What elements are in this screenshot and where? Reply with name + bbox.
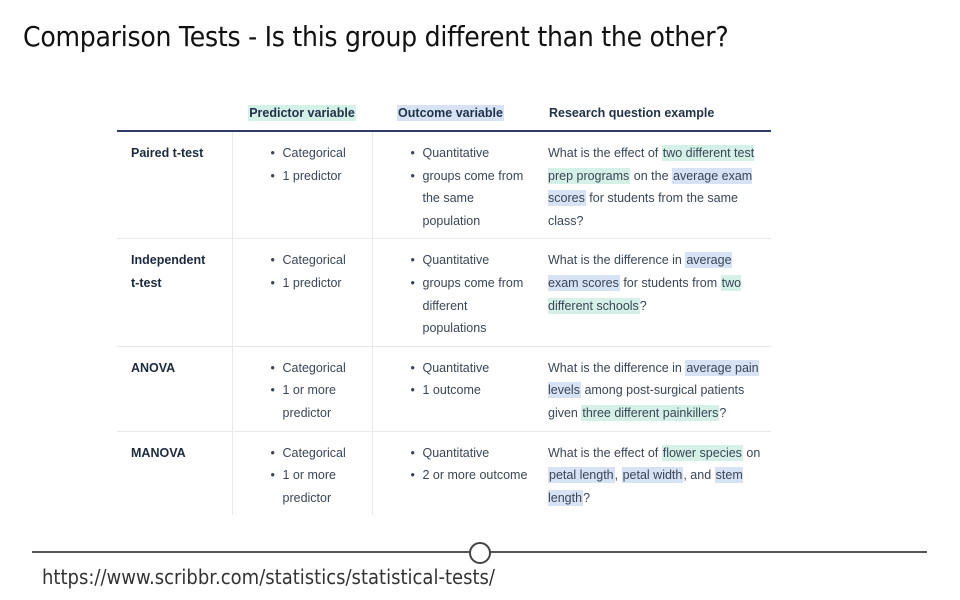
header-outcome-cell: Outcome variable bbox=[372, 96, 529, 132]
header-question-cell: Research question example bbox=[529, 96, 771, 132]
list-item: Quantitative bbox=[411, 142, 530, 165]
highlighted-phrase: petal width bbox=[621, 467, 684, 484]
list-item: Quantitative bbox=[411, 249, 530, 272]
test-name-line: t-test bbox=[131, 275, 162, 290]
table-row: Paired t-testCategorical1 predictorQuant… bbox=[117, 131, 771, 240]
test-name-cell: MANOVA bbox=[117, 431, 233, 516]
table-row: MANOVACategorical1 or more predictorQuan… bbox=[117, 431, 771, 516]
comparison-tests-table: Predictor variable Outcome variable Rese… bbox=[117, 96, 771, 516]
question-text: What is the effect of bbox=[548, 146, 662, 160]
table-row: ANOVACategorical1 or more predictorQuant… bbox=[117, 346, 771, 432]
predictor-cell: Categorical1 predictor bbox=[232, 131, 373, 240]
list-item: 2 or more outcome bbox=[411, 464, 530, 487]
list-item: Categorical bbox=[271, 249, 372, 272]
test-name-line: MANOVA bbox=[131, 445, 186, 460]
list-item: 1 outcome bbox=[411, 379, 530, 402]
table-body: Paired t-testCategorical1 predictorQuant… bbox=[117, 131, 771, 516]
question-text: ? bbox=[583, 490, 591, 505]
list-item: 1 predictor bbox=[271, 165, 372, 188]
outcome-list: Quantitative1 outcome bbox=[373, 357, 530, 402]
list-item: groups come from the same population bbox=[411, 165, 530, 233]
test-name-cell: ANOVA bbox=[117, 346, 233, 432]
list-item: 1 or more predictor bbox=[271, 379, 372, 424]
header-predictor-cell: Predictor variable bbox=[232, 96, 372, 132]
test-name-cell: Paired t-test bbox=[117, 131, 233, 240]
research-question-cell: What is the difference in average pain l… bbox=[529, 346, 771, 432]
list-item: Categorical bbox=[271, 142, 372, 165]
header-predictor-label: Predictor variable bbox=[248, 105, 356, 121]
list-item: Categorical bbox=[271, 357, 372, 380]
list-item: 1 or more predictor bbox=[271, 464, 372, 509]
question-text: ? bbox=[719, 405, 727, 420]
question-text: on bbox=[742, 445, 761, 460]
list-item: Quantitative bbox=[411, 442, 530, 465]
slide-title: Comparison Tests - Is this group differe… bbox=[23, 20, 729, 53]
predictor-cell: Categorical1 or more predictor bbox=[232, 431, 373, 516]
predictor-list: Categorical1 or more predictor bbox=[233, 442, 372, 510]
outcome-list: Quantitative2 or more outcome bbox=[373, 442, 530, 487]
test-name-line: Paired t-test bbox=[131, 146, 204, 160]
outcome-cell: Quantitativegroups come from different p… bbox=[372, 238, 530, 347]
outcome-cell: Quantitative2 or more outcome bbox=[372, 431, 529, 515]
question-text: among post-surgical patients given bbox=[548, 383, 745, 420]
outcome-cell: Quantitativegroups come from the same po… bbox=[372, 131, 530, 240]
research-question-cell: What is the effect of two different test… bbox=[529, 131, 771, 240]
table-header-row: Predictor variable Outcome variable Rese… bbox=[117, 96, 771, 132]
question-text: for students from bbox=[619, 275, 721, 290]
list-item: 1 predictor bbox=[271, 272, 372, 295]
outcome-list: Quantitativegroups come from the same po… bbox=[373, 142, 530, 232]
question-text: , and bbox=[683, 468, 715, 483]
research-question-cell: What is the effect of flower species on … bbox=[529, 431, 771, 515]
predictor-list: Categorical1 predictor bbox=[233, 142, 372, 187]
predictor-cell: Categorical1 predictor bbox=[232, 238, 373, 347]
test-name-line: ANOVA bbox=[131, 360, 176, 375]
header-blank-cell bbox=[117, 96, 232, 132]
comparison-tests-table-container: Predictor variable Outcome variable Rese… bbox=[117, 96, 771, 516]
header-question-label: Research question example bbox=[549, 106, 715, 120]
list-item: groups come from different populations bbox=[411, 272, 530, 340]
predictor-list: Categorical1 predictor bbox=[233, 249, 372, 294]
question-text: What is the effect of bbox=[548, 445, 662, 460]
test-name-line: Independent bbox=[131, 253, 206, 268]
highlighted-phrase: three different painkillers bbox=[581, 404, 720, 421]
divider-circle-icon bbox=[469, 542, 491, 564]
question-text: on the bbox=[630, 168, 672, 183]
highlighted-phrase: flower species bbox=[661, 444, 743, 461]
highlighted-phrase: petal length bbox=[548, 467, 615, 484]
outcome-list: Quantitativegroups come from different p… bbox=[373, 249, 530, 339]
question-text: , bbox=[614, 468, 622, 483]
outcome-cell: Quantitative1 outcome bbox=[372, 346, 530, 432]
predictor-cell: Categorical1 or more predictor bbox=[232, 346, 373, 432]
research-question-cell: What is the difference in average exam s… bbox=[529, 238, 771, 347]
question-text: ? bbox=[639, 298, 647, 313]
list-item: Categorical bbox=[271, 442, 372, 465]
source-url-link[interactable]: https://www.scribbr.com/statistics/stati… bbox=[42, 565, 495, 589]
question-text: for students from the same class? bbox=[548, 191, 738, 228]
question-text: What is the difference in bbox=[548, 360, 686, 375]
test-name-cell: Independent t-test bbox=[117, 238, 233, 347]
list-item: Quantitative bbox=[411, 357, 530, 380]
header-outcome-label: Outcome variable bbox=[397, 105, 504, 121]
question-text: What is the difference in bbox=[548, 253, 686, 268]
predictor-list: Categorical1 or more predictor bbox=[233, 357, 372, 425]
